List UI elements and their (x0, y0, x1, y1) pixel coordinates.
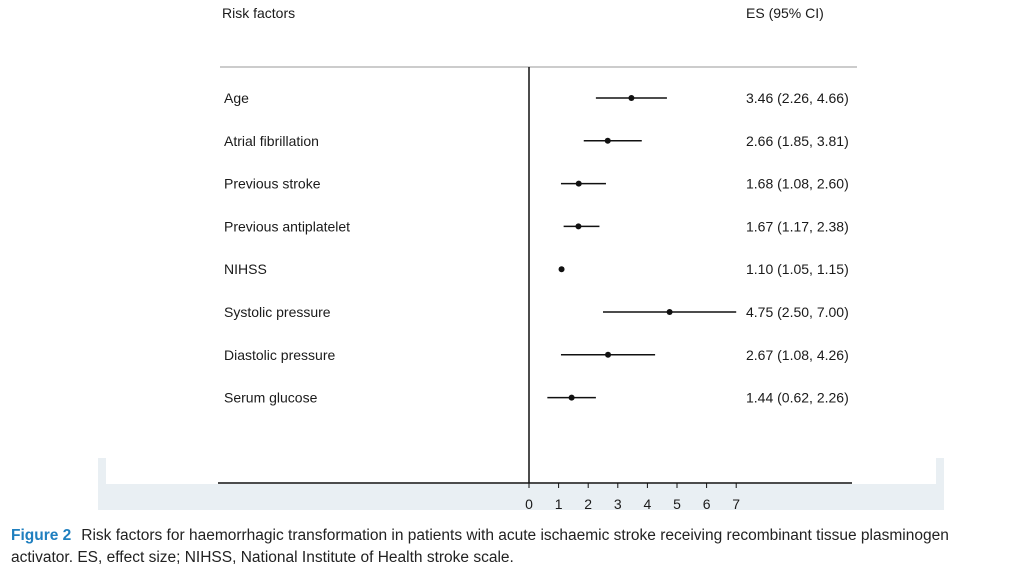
row-es-text: 1.44 (0.62, 2.26) (746, 390, 849, 406)
forest-row: Previous stroke 1.68 (1.08, 2.60) (224, 176, 849, 192)
x-tick-label: 7 (732, 496, 740, 512)
effect-point (558, 266, 565, 273)
row-label: Previous stroke (224, 176, 321, 192)
row-label: NIHSS (224, 261, 267, 277)
effect-point (628, 95, 635, 101)
axis-background-cover (106, 458, 936, 484)
x-tick-label: 0 (525, 496, 533, 512)
x-tick-label: 4 (644, 496, 652, 512)
header-es-ci: ES (95% CI) (746, 5, 824, 21)
row-es-text: 1.10 (1.05, 1.15) (746, 261, 849, 277)
row-label: Age (224, 90, 249, 106)
forest-row: Systolic pressure 4.75 (2.50, 7.00) (224, 304, 849, 320)
row-es-text: 1.68 (1.08, 2.60) (746, 176, 849, 192)
row-es-text: 3.46 (2.26, 4.66) (746, 90, 849, 106)
forest-row: NIHSS 1.10 (1.05, 1.15) (224, 261, 849, 277)
row-label: Previous antiplatelet (224, 218, 350, 234)
forest-plot: Risk factors ES (95% CI) Age 3.46 (2.26, … (218, 5, 857, 512)
x-tick-label: 1 (555, 496, 563, 512)
rows-layer: Age 3.46 (2.26, 4.66) Atrial fibrillation 2… (224, 90, 849, 406)
x-tick-label: 5 (673, 496, 681, 512)
figure-caption: Figure 2 Risk factors for haemorrhagic tr… (11, 525, 1001, 569)
x-tick-label: 6 (703, 496, 711, 512)
effect-point (575, 223, 582, 230)
forest-row: Diastolic pressure 2.67 (1.08, 4.26) (224, 347, 849, 363)
x-tick-label: 2 (584, 496, 592, 512)
row-label: Systolic pressure (224, 304, 331, 320)
x-axis: 0 1 2 3 4 5 6 7 (525, 483, 740, 512)
row-label: Diastolic pressure (224, 347, 335, 363)
x-tick-label: 3 (614, 496, 622, 512)
effect-point (568, 394, 575, 401)
row-label: Atrial fibrillation (224, 133, 319, 149)
effect-point (604, 137, 611, 144)
effect-point (575, 180, 582, 187)
forest-row: Previous antiplatelet 1.67 (1.17, 2.38) (224, 218, 849, 234)
effect-point (605, 351, 612, 358)
caption-text: Risk factors for haemorrhagic transforma… (11, 527, 949, 566)
row-es-text: 2.66 (1.85, 3.81) (746, 133, 849, 149)
row-label: Serum glucose (224, 390, 318, 406)
forest-row: Age 3.46 (2.26, 4.66) (224, 90, 849, 106)
forest-row: Atrial fibrillation 2.66 (1.85, 3.81) (224, 133, 849, 149)
row-es-text: 2.67 (1.08, 4.26) (746, 347, 849, 363)
figure-label: Figure 2 (11, 527, 72, 544)
forest-row: Serum glucose 1.44 (0.62, 2.26) (224, 390, 849, 406)
header-risk-factors: Risk factors (222, 5, 295, 21)
row-es-text: 4.75 (2.50, 7.00) (746, 304, 849, 320)
row-es-text: 1.67 (1.17, 2.38) (746, 218, 849, 234)
effect-point (666, 309, 673, 315)
